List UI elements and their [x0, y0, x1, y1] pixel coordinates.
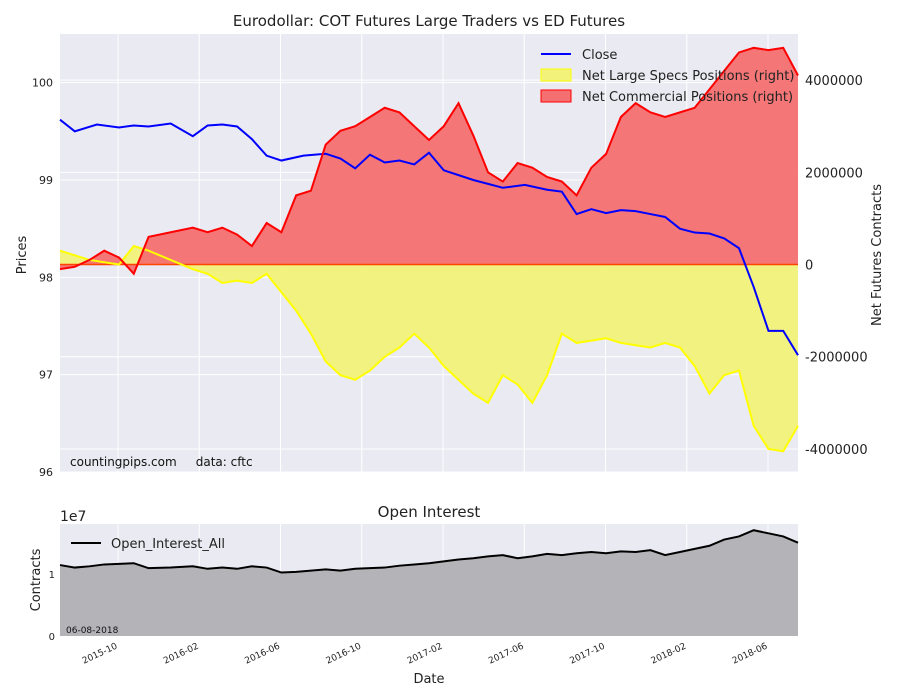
oi-legend: Open_Interest_All	[71, 537, 225, 552]
left-axis-ticks: 96 97 98 99 100	[32, 77, 53, 479]
commercial-line	[59, 46, 799, 276]
main-fills	[60, 47, 798, 452]
main-lines	[59, 46, 799, 453]
oi-x-tick-label: 2018-06	[731, 642, 770, 667]
oi-y-tick-label: 1	[49, 570, 55, 581]
oi-y-ticks: 01	[49, 570, 55, 643]
oi-x-axis-label: Date	[413, 672, 444, 687]
oi-x-ticks: 2015-10 2016-02 2016-06 2016-10 2017-02 2017-…	[81, 642, 770, 667]
legend-specs-label: Net Large Specs Positions (right)	[582, 69, 794, 84]
commercial-area	[60, 47, 798, 274]
left-tick-label: 98	[39, 271, 53, 284]
oi-x-tick-label: 2016-06	[243, 642, 282, 667]
oi-y-tick-label: 0	[49, 632, 55, 643]
legend-close-label: Close	[582, 48, 617, 63]
right-axis-ticks: -4000000 -2000000 0 2000000 4000000	[805, 74, 868, 458]
oi-area	[60, 530, 798, 636]
legend-commercial-label: Net Commercial Positions (right)	[582, 90, 793, 105]
date-annotation: 06-08-2018	[66, 626, 119, 636]
right-tick-label: 4000000	[805, 74, 863, 89]
legend-specs-swatch	[540, 68, 572, 82]
oi-x-tick-label: 2015-10	[81, 642, 120, 667]
main-legend: Close Net Large Specs Positions (right) …	[540, 48, 794, 105]
oi-x-tick-label: 2017-06	[487, 642, 526, 667]
oi-x-tick-label: 2016-10	[325, 642, 364, 667]
oi-fill	[59, 529, 799, 636]
left-tick-label: 97	[39, 369, 53, 382]
close-line	[59, 118, 799, 356]
right-tick-label: 2000000	[805, 166, 863, 181]
oi-x-tick-label: 2016-02	[162, 642, 200, 667]
oi-x-tick-label: 2017-02	[406, 642, 444, 667]
left-tick-label: 96	[39, 466, 53, 479]
oi-x-tick-label: 2018-02	[650, 642, 688, 667]
oi-chart-title: Open Interest	[378, 503, 481, 521]
specs-line	[59, 244, 799, 453]
right-tick-label: -2000000	[805, 351, 868, 366]
legend-commercial-swatch	[540, 89, 572, 103]
right-axis-label: Net Futures Contracts	[870, 184, 885, 326]
legend-oi-label: Open_Interest_All	[111, 537, 225, 552]
left-axis-label: Prices	[15, 236, 30, 275]
oi-y-axis-label: Contracts	[29, 548, 44, 611]
right-tick-label: 0	[805, 259, 813, 274]
left-tick-label: 100	[32, 77, 53, 90]
oi-line	[59, 529, 799, 574]
source-annotation: countingpips.com data: cftc	[70, 455, 253, 469]
specs-area	[60, 246, 798, 452]
main-chart-title: Eurodollar: COT Futures Large Traders vs…	[233, 12, 625, 30]
right-tick-label: -4000000	[805, 443, 868, 458]
oi-scale-label: 1e7	[60, 509, 86, 525]
oi-x-tick-label: 2017-10	[568, 642, 607, 667]
left-tick-label: 99	[39, 174, 53, 187]
